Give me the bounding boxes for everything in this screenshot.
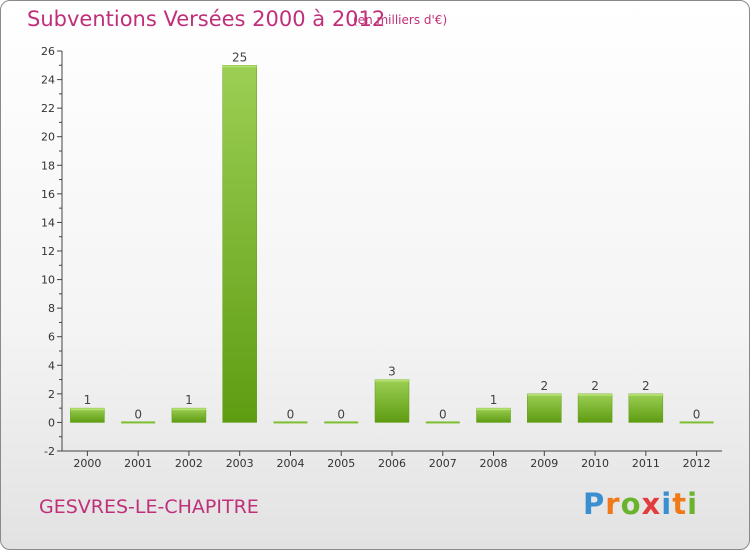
value-label: 0 <box>134 407 142 421</box>
proxiti-logo: Proxiti <box>583 487 698 521</box>
bar-2007 <box>425 421 460 424</box>
y-tick-label: 8 <box>48 302 55 315</box>
bar-2005 <box>324 421 359 424</box>
value-label: 1 <box>185 393 193 407</box>
bar-2001 <box>121 421 156 424</box>
value-label: 25 <box>232 50 247 64</box>
logo-letter: i <box>661 487 673 521</box>
y-tick-label: 16 <box>41 188 55 201</box>
bar-highlight <box>527 393 562 396</box>
commune-name: GESVRES-LE-CHAPITRE <box>39 496 259 518</box>
x-tick-label: 2009 <box>530 457 558 470</box>
bar-highlight <box>578 393 613 396</box>
y-tick-label: 12 <box>41 245 55 258</box>
logo-letter: P <box>583 487 606 521</box>
value-label: 0 <box>693 407 701 421</box>
bar-highlight <box>222 65 257 68</box>
x-tick-label: 2011 <box>632 457 660 470</box>
value-label: 2 <box>591 379 599 393</box>
value-label: 2 <box>642 379 650 393</box>
bar-2008 <box>476 407 511 423</box>
logo-letter: r <box>605 487 621 521</box>
y-tick-label: 0 <box>48 416 55 429</box>
x-tick-label: 2012 <box>683 457 711 470</box>
value-label: 2 <box>540 379 548 393</box>
bar-2000 <box>70 407 105 423</box>
bar-2011 <box>628 393 664 423</box>
x-tick-label: 2005 <box>327 457 355 470</box>
bar-2003 <box>222 65 257 423</box>
y-tick-label: 6 <box>48 331 55 344</box>
bar-2010 <box>577 393 613 423</box>
logo-letter: t <box>672 487 688 521</box>
x-tick-label: 2004 <box>276 457 304 470</box>
x-tick-label: 2000 <box>73 457 101 470</box>
bar-2012 <box>679 421 714 424</box>
x-tick-label: 2007 <box>429 457 457 470</box>
value-label: 0 <box>439 407 447 421</box>
x-tick-label: 2006 <box>378 457 406 470</box>
y-tick-label: 26 <box>41 45 55 58</box>
value-label: 0 <box>287 407 295 421</box>
y-tick-label: 24 <box>41 74 55 87</box>
x-tick-label: 2003 <box>226 457 254 470</box>
y-tick-label: 14 <box>41 216 55 229</box>
logo-letter: o <box>620 487 642 521</box>
chart-unit: (en milliers d'€) <box>353 13 448 27</box>
bar-2002 <box>171 407 207 423</box>
logo-letter: x <box>641 487 662 521</box>
bar-highlight <box>476 408 511 411</box>
bar-2009 <box>527 393 562 423</box>
x-tick-label: 2010 <box>581 457 609 470</box>
y-tick-label: -2 <box>44 445 55 458</box>
y-tick-label: 4 <box>48 359 55 372</box>
y-tick-label: 20 <box>41 131 55 144</box>
y-tick-label: 2 <box>48 388 55 401</box>
y-tick-label: 22 <box>41 102 55 115</box>
bar-highlight <box>70 408 105 411</box>
y-tick-label: 10 <box>41 274 55 287</box>
bar-highlight <box>171 408 206 411</box>
bar-2006 <box>374 379 410 423</box>
value-label: 1 <box>490 393 498 407</box>
value-label: 1 <box>84 393 92 407</box>
bar-2004 <box>273 421 308 424</box>
x-tick-label: 2002 <box>175 457 203 470</box>
bar-highlight <box>628 393 663 396</box>
bar-highlight <box>375 379 409 382</box>
chart-title: Subventions Versées 2000 à 2012 <box>27 7 386 31</box>
x-tick-label: 2008 <box>480 457 508 470</box>
y-tick-label: 18 <box>41 159 55 172</box>
value-label: 3 <box>388 365 396 379</box>
value-label: 0 <box>337 407 345 421</box>
x-tick-label: 2001 <box>124 457 152 470</box>
logo-letter: i <box>687 487 699 521</box>
